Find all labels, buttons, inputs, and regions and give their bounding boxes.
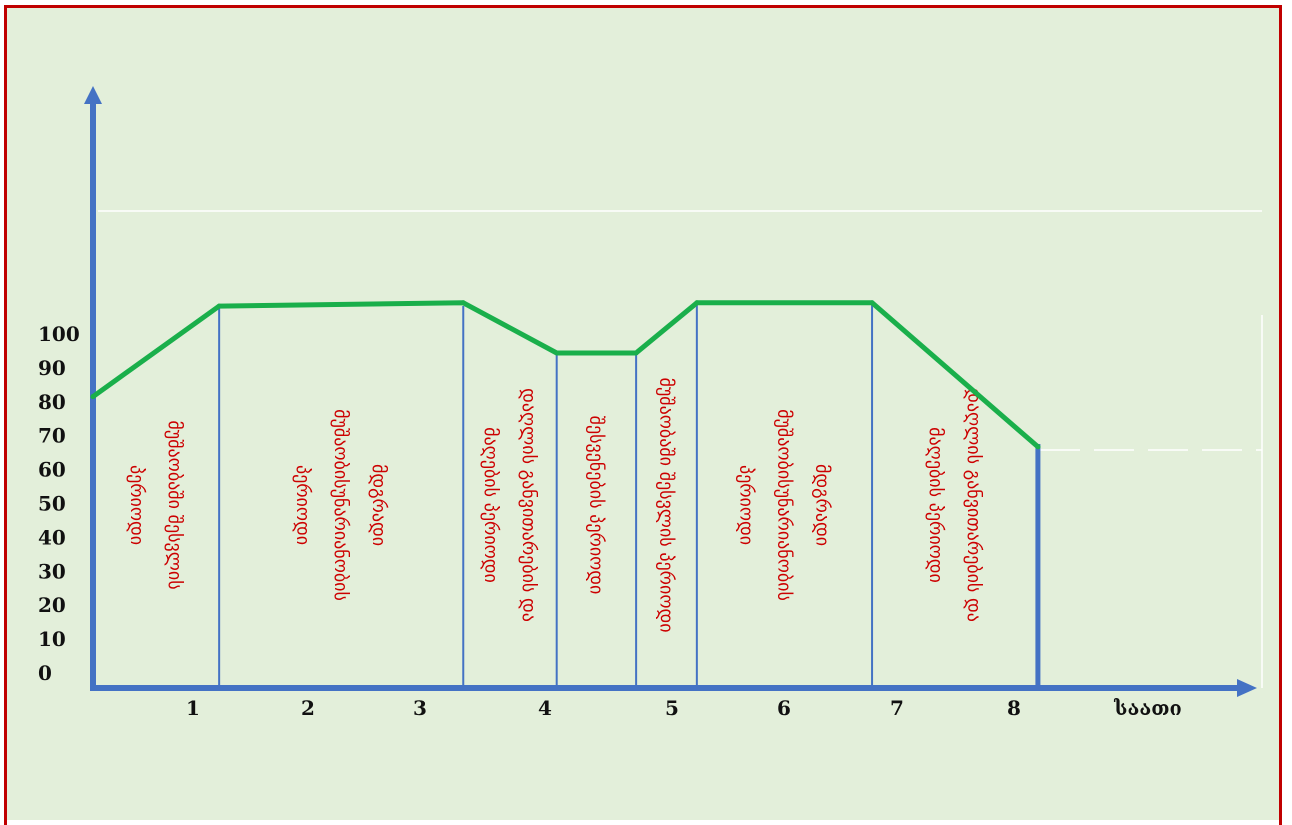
data-point — [554, 350, 560, 356]
period-label-line: მაღების პერიოდი — [480, 427, 501, 583]
period-label-line: მდგრადი — [368, 464, 389, 546]
y-tick-label: 50 — [38, 492, 66, 516]
data-point — [869, 300, 875, 306]
period-label-line: მუშაობაში შესვლის — [164, 420, 185, 589]
x-tick-label: 1 — [186, 696, 200, 720]
x-axis-label: საათი — [1113, 696, 1182, 720]
y-tick-label: 0 — [38, 661, 52, 685]
period-label-line: მდგრადი — [811, 464, 832, 546]
y-tick-label: 90 — [38, 356, 66, 380]
data-point — [633, 350, 639, 356]
y-tick-label: 80 — [38, 390, 66, 414]
y-tick-label: 40 — [38, 525, 66, 549]
period-label-line: მუშაობისუნარიანობის — [773, 409, 794, 601]
period-label-line: პერიოდი — [735, 465, 756, 545]
data-point — [694, 300, 700, 306]
y-tick-label: 70 — [38, 424, 66, 448]
y-tick-label: 60 — [38, 458, 66, 482]
y-axis-arrow — [84, 86, 102, 104]
data-point — [216, 303, 222, 309]
period-label: დაღლის განვითარების და მაღების პერიოდი — [480, 388, 539, 622]
x-tick-label: 8 — [1007, 696, 1021, 720]
y-tick-label: 20 — [38, 593, 66, 617]
x-tick-label: 2 — [301, 696, 315, 720]
chart-frame — [4, 5, 1282, 825]
period-label-line: მუშაობაში შესვლის პერიოდი — [655, 377, 676, 632]
x-tick-label: 6 — [777, 696, 791, 720]
period-label: შესვენების პერიოდი — [585, 416, 606, 595]
x-tick-label: 7 — [890, 696, 904, 720]
period-label: მუშაობაში შესვლის პერიოდი — [126, 420, 185, 589]
x-tick-label: 5 — [665, 696, 679, 720]
period-label-line: შესვენების პერიოდი — [585, 416, 606, 595]
y-tick-label: 30 — [38, 559, 66, 583]
period-label: მდგრადი მუშაობისუნარიანობის პერიოდი — [292, 409, 389, 601]
period-label-line: პერიოდი — [126, 465, 147, 545]
period-label-line: პერიოდი — [292, 465, 313, 545]
data-point — [90, 394, 96, 400]
period-label: დაღლის განვითარების და მაღების პერიოდი — [925, 388, 984, 622]
period-label: მუშაობაში შესვლის პერიოდი — [655, 377, 676, 632]
period-label: მდგრადი მუშაობისუნარიანობის პერიოდი — [735, 409, 832, 601]
series-line — [90, 300, 1041, 450]
x-tick-label: 3 — [413, 696, 427, 720]
data-point — [1035, 444, 1041, 450]
period-label-line: მუშაობისუნარიანობის — [330, 409, 351, 601]
x-axis-arrow — [1237, 679, 1257, 697]
period-label-line: დაღლის განვითარების და — [518, 388, 539, 622]
period-label-line: მაღების პერიოდი — [925, 427, 946, 583]
y-tick-label: 100 — [38, 322, 80, 346]
period-label-line: დაღლის განვითარების და — [963, 388, 984, 622]
y-tick-label: 10 — [38, 627, 66, 651]
x-tick-label: 4 — [538, 696, 552, 720]
data-point — [460, 300, 466, 306]
